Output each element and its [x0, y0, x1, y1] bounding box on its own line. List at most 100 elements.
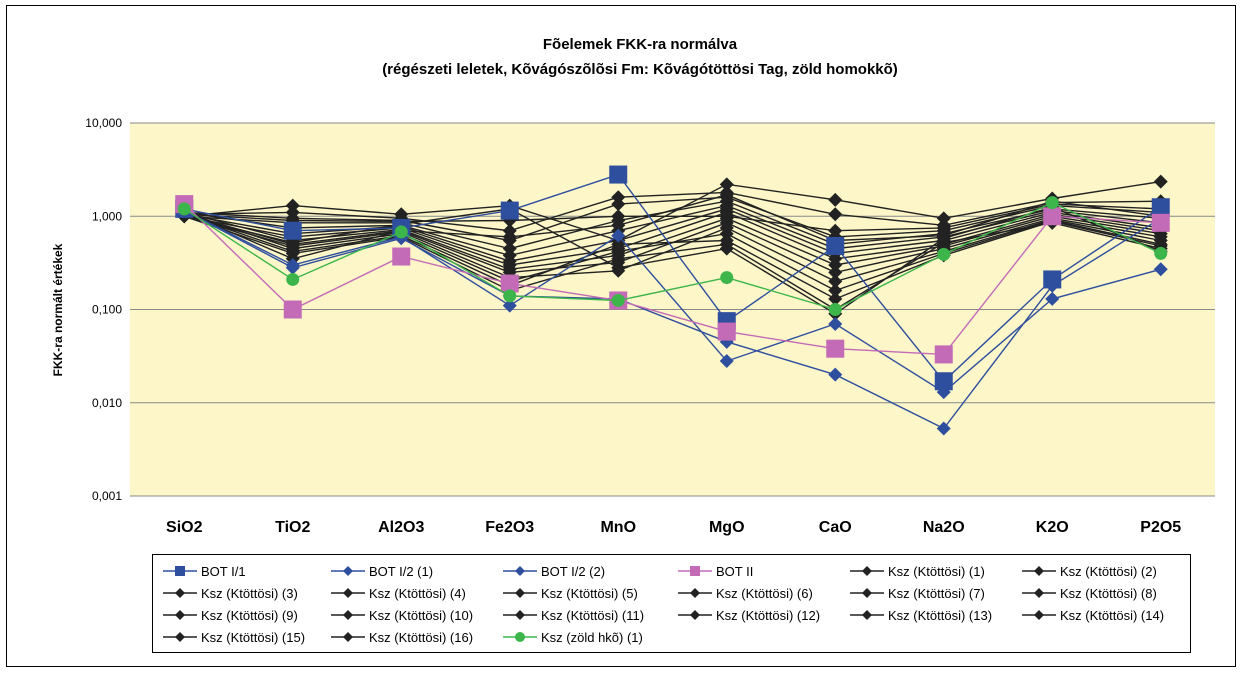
data-point	[392, 247, 411, 266]
legend-marker	[690, 566, 700, 576]
y-tick-label: 0,010	[92, 396, 122, 410]
data-point	[1154, 246, 1168, 260]
legend-marker	[862, 566, 872, 576]
series-line	[183, 209, 1161, 393]
series-line	[184, 211, 1161, 271]
legend-item: Ksz (Ktöttösi) (13)	[850, 605, 992, 625]
x-tick-label: TiO2	[275, 519, 310, 536]
data-point	[719, 187, 734, 202]
legend-label: Ksz (Ktöttösi) (4)	[369, 585, 466, 601]
data-point	[934, 372, 953, 391]
legend-swatch	[678, 566, 712, 576]
legend-swatch	[331, 566, 365, 576]
legend-label: Ksz (Ktöttösi) (5)	[541, 585, 638, 601]
legend-swatch	[503, 566, 537, 576]
legend-swatch	[503, 632, 537, 642]
series-line	[184, 203, 1161, 232]
data-point	[828, 192, 843, 207]
x-tick-label: MnO	[600, 519, 636, 536]
data-point	[1045, 291, 1060, 306]
legend-item: BOT I/2 (2)	[503, 561, 605, 581]
series-line	[184, 194, 1161, 260]
legend-swatch	[331, 632, 365, 642]
legend-marker	[862, 588, 872, 598]
data-point	[285, 260, 300, 275]
data-point	[1043, 207, 1062, 226]
legend-item: BOT I/2 (1)	[331, 561, 433, 581]
legend-marker	[175, 588, 185, 598]
data-point	[502, 229, 517, 244]
legend-label: BOT I/2 (1)	[369, 563, 434, 579]
legend-item: Ksz (Ktöttösi) (7)	[850, 583, 985, 603]
data-point	[828, 223, 843, 238]
x-tick-label: CaO	[819, 519, 852, 536]
data-point	[286, 272, 300, 286]
legend-swatch	[1022, 610, 1056, 620]
legend-marker	[343, 610, 353, 620]
legend-marker	[690, 610, 700, 620]
legend: BOT I/1 BOT I/2 (1) BOT I/2 (2) BOT II Ksz (…	[152, 554, 1191, 653]
y-tick-label: 1,000	[92, 209, 122, 223]
data-point	[828, 265, 843, 280]
data-point	[1151, 198, 1170, 217]
series-line	[184, 204, 1161, 257]
data-point	[611, 251, 626, 266]
legend-item: Ksz (Ktöttösi) (15)	[163, 627, 305, 647]
data-point	[503, 289, 517, 303]
y-axis-label: FKK-ra normált értékek	[51, 243, 65, 376]
legend-item: Ksz (Ktöttösi) (1)	[850, 561, 985, 581]
legend-marker	[515, 610, 525, 620]
legend-label: Ksz (zöld hkõ) (1)	[541, 629, 643, 645]
data-point	[1045, 278, 1060, 293]
data-point	[719, 354, 734, 369]
legend-swatch	[503, 610, 537, 620]
legend-marker	[515, 566, 525, 576]
legend-swatch	[163, 610, 197, 620]
series-line	[184, 173, 1162, 383]
legend-label: Ksz (Ktöttösi) (13)	[888, 607, 993, 623]
data-point	[611, 260, 626, 275]
legend-label: BOT I/1	[201, 563, 246, 579]
legend-label: Ksz (Ktöttösi) (1)	[888, 563, 985, 579]
legend-label: Ksz (Ktöttösi) (6)	[716, 585, 813, 601]
legend-swatch	[331, 588, 365, 598]
data-point	[937, 247, 951, 261]
x-tick-label: P2O5	[1140, 519, 1181, 536]
data-point	[611, 237, 626, 252]
legend-swatch	[163, 588, 197, 598]
data-point	[1153, 174, 1168, 189]
legend-label: Ksz (Ktöttösi) (3)	[201, 585, 298, 601]
data-point	[500, 201, 519, 220]
data-point	[1153, 262, 1168, 277]
legend-item: Ksz (Ktöttösi) (5)	[503, 583, 638, 603]
x-tick-label: K2O	[1036, 519, 1069, 536]
x-tick-label: Fe2O3	[485, 519, 534, 536]
x-tick-label: Na2O	[923, 519, 965, 536]
data-point	[828, 316, 843, 331]
data-point	[609, 165, 628, 184]
legend-item: Ksz (Ktöttösi) (16)	[331, 627, 473, 647]
legend-swatch	[678, 610, 712, 620]
data-point	[611, 197, 626, 212]
data-point	[828, 207, 843, 222]
data-point	[828, 274, 843, 289]
data-point	[720, 271, 734, 285]
data-point	[828, 303, 842, 316]
legend-swatch	[1022, 588, 1056, 598]
data-point	[283, 221, 302, 240]
legend-marker	[343, 632, 353, 642]
legend-item: BOT I/1	[163, 561, 246, 581]
data-point	[826, 236, 845, 255]
legend-marker	[515, 632, 525, 642]
series-line	[184, 206, 1162, 315]
legend-item: Ksz (zöld hkõ) (1)	[503, 627, 643, 647]
chart-title: Fõelemek FKK-ra normálva	[543, 36, 738, 53]
data-point	[936, 421, 951, 436]
data-point	[826, 339, 845, 358]
legend-item: Ksz (Ktöttösi) (6)	[678, 583, 813, 603]
y-tick-label: 10,000	[85, 116, 122, 130]
legend-item: Ksz (Ktöttösi) (8)	[1022, 583, 1157, 603]
legend-swatch	[503, 588, 537, 598]
legend-marker	[690, 588, 700, 598]
x-tick-label: SiO2	[166, 519, 203, 536]
